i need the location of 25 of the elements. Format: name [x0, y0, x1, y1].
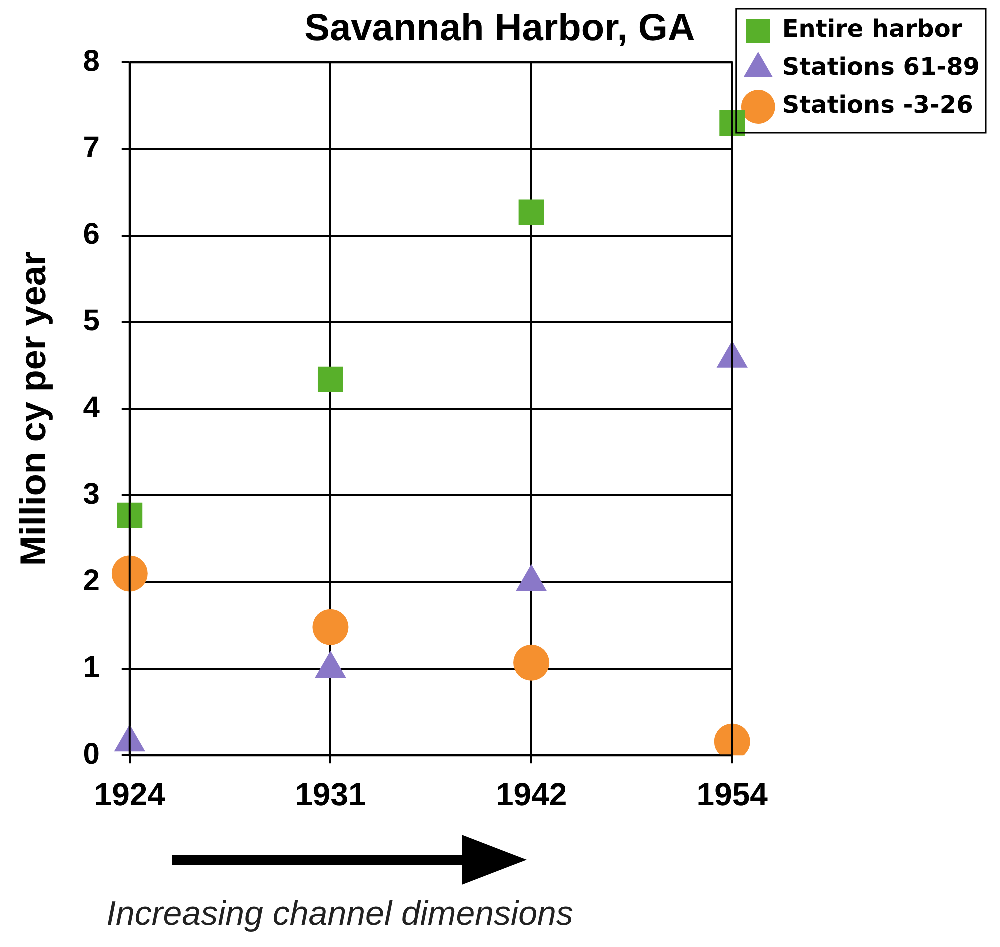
y-tick-label: 7: [83, 131, 100, 164]
x-tick-label: 1931: [295, 776, 366, 813]
y-tick-label: 4: [83, 391, 100, 424]
y-tick-label: 2: [83, 564, 100, 598]
legend-label: Entire harbor: [782, 15, 963, 44]
y-tick-label: 3: [83, 478, 100, 511]
legend-label: Stations -3-26: [782, 91, 974, 120]
point: [318, 366, 344, 392]
y-tick-label: 1: [83, 651, 100, 684]
y-axis-title: Million cy per year: [12, 252, 54, 566]
point: [518, 200, 544, 226]
y-tick-label: 8: [83, 44, 100, 78]
point: [112, 556, 148, 592]
x-tick-label: 1942: [496, 776, 568, 813]
point: [514, 644, 550, 681]
point: [312, 609, 349, 646]
y-tick-label: 0: [83, 738, 100, 771]
x-tick-label: 1924: [94, 776, 166, 813]
y-tick-label: 6: [83, 218, 100, 252]
x-tick-label: 1954: [696, 776, 768, 813]
text: Increasing channel dimensions: [106, 895, 574, 934]
chart-title: Savannah Harbor, GA: [304, 7, 696, 50]
point: [117, 502, 143, 528]
y-tick-label: 5: [83, 304, 100, 338]
legend-label: Stations 61-89: [782, 53, 980, 82]
